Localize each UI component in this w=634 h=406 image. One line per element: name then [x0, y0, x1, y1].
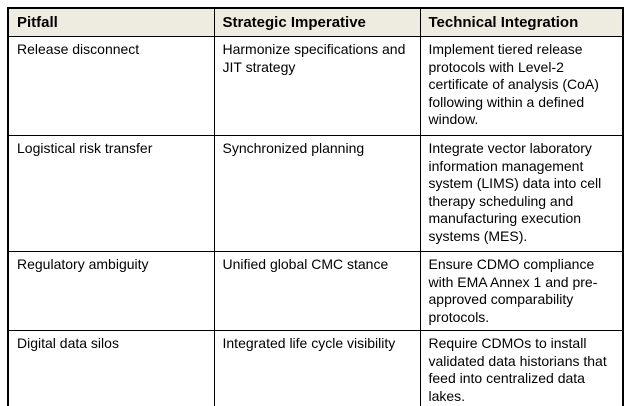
column-header-technical-integration: Technical Integration — [419, 7, 624, 37]
cell-pitfall: Logistical risk transfer — [7, 135, 215, 252]
table-header-row: Pitfall Strategic Imperative Technical I… — [7, 7, 624, 37]
cell-technical-integration: Integrate vector laboratory information … — [419, 135, 624, 252]
table-row: Logistical risk transfer Synchronized pl… — [7, 135, 624, 252]
cell-technical-integration: Require CDMOs to install validated data … — [419, 330, 624, 406]
cell-pitfall: Release disconnect — [7, 36, 215, 136]
cell-strategic-imperative: Harmonize specifications and JIT strateg… — [213, 36, 421, 136]
cell-pitfall: Regulatory ambiguity — [7, 251, 215, 331]
cell-strategic-imperative: Synchronized planning — [213, 135, 421, 252]
cell-strategic-imperative: Integrated life cycle visibility — [213, 330, 421, 406]
cell-technical-integration: Implement tiered release protocols with … — [419, 36, 624, 136]
column-header-pitfall: Pitfall — [7, 7, 215, 37]
column-header-strategic-imperative: Strategic Imperative — [213, 7, 421, 37]
cell-pitfall: Digital data silos — [7, 330, 215, 406]
cell-strategic-imperative: Unified global CMC stance — [213, 251, 421, 331]
cell-technical-integration: Ensure CDMO compliance with EMA Annex 1 … — [419, 251, 624, 331]
pitfall-strategy-table: Pitfall Strategic Imperative Technical I… — [7, 7, 624, 406]
table-row: Regulatory ambiguity Unified global CMC … — [7, 251, 624, 331]
table-row: Digital data silos Integrated life cycle… — [7, 330, 624, 406]
table-row: Release disconnect Harmonize specificati… — [7, 36, 624, 136]
